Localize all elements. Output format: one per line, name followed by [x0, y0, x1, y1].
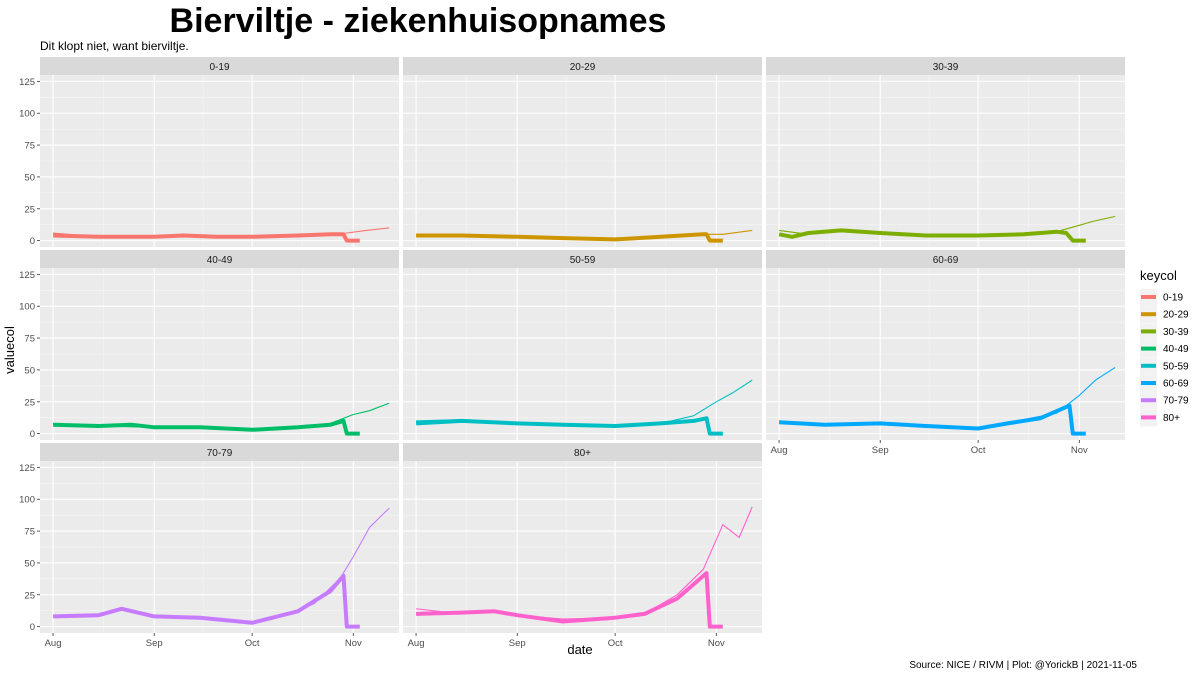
facet-strip	[766, 57, 1125, 75]
legend-label: 20-29	[1163, 310, 1189, 321]
facet-20-29: 20-29	[403, 57, 762, 247]
facet-strip-label: 50-59	[570, 255, 596, 266]
caption: Source: NICE / RIVM | Plot: @YorickB | 2…	[909, 660, 1137, 671]
facet-strip	[403, 443, 762, 461]
facet-40-49: 40-49 0 25 50 75 100 125	[19, 250, 399, 440]
y-tick-label: 100	[19, 109, 35, 120]
facet-strip-label: 30-39	[933, 62, 959, 73]
y-tick-label: 75	[24, 527, 35, 538]
x-tick-label: Aug	[408, 638, 425, 649]
x-tick-label: Nov	[345, 638, 362, 649]
series-line-smoothed	[416, 571, 723, 629]
y-tick-label: 25	[24, 397, 35, 408]
facet-strip-label: 40-49	[207, 255, 233, 266]
x-tick-label: Nov	[708, 638, 725, 649]
legend-title: keycol	[1140, 268, 1177, 283]
series-line-smoothed	[778, 403, 1086, 436]
y-tick-label: 50	[24, 172, 35, 183]
legend-item: 70-79	[1140, 392, 1189, 410]
y-tick-label: 25	[24, 204, 35, 215]
chart-title: Bierviltje - ziekenhuisopnames	[170, 2, 667, 40]
y-tick-label: 75	[24, 334, 35, 345]
facet-50-59: 50-59	[403, 250, 762, 440]
legend-label: 80+	[1163, 413, 1180, 424]
y-tick-label: 0	[30, 429, 35, 440]
legend: keycol 0-19 20-29 30-39 40-49 50-59 60-69 70-7…	[1140, 268, 1189, 427]
facet-strip-label: 60-69	[933, 255, 959, 266]
series-line-smoothed	[53, 573, 360, 629]
legend-label: 30-39	[1163, 327, 1189, 338]
y-tick-label: 125	[19, 77, 35, 88]
facet-strip	[40, 250, 399, 268]
facet-strip-label: 80+	[574, 448, 591, 459]
facet-strip-label: 70-79	[207, 448, 233, 459]
series-line-smoothed	[778, 228, 1086, 243]
facet-strip	[403, 250, 762, 268]
y-tick-label: 25	[24, 590, 35, 601]
y-tick-label: 100	[19, 302, 35, 313]
series-line-smoothed	[53, 232, 360, 243]
x-tick-label: Sep	[872, 445, 889, 456]
y-tick-label: 50	[24, 365, 35, 376]
chart-subtitle: Dit klopt niet, want bierviltje.	[40, 39, 189, 53]
series-line-smoothed	[415, 416, 723, 436]
x-tick-label: Aug	[771, 445, 788, 456]
x-tick-label: Oct	[245, 638, 260, 649]
x-tick-label: Nov	[1071, 445, 1088, 456]
x-tick-label: Sep	[509, 638, 526, 649]
y-tick-label: 75	[24, 141, 35, 152]
legend-label: 50-59	[1163, 361, 1189, 372]
y-tick-label: 0	[30, 622, 35, 633]
facet-60-69: 60-69 Aug Sep Oct Nov	[766, 250, 1125, 456]
facet-70-79: 70-79 0 25 50 75 100 125 Aug Sep Oct Nov	[19, 443, 399, 649]
facet-strip	[40, 57, 399, 75]
legend-item: 50-59	[1140, 357, 1189, 375]
y-tick-label: 125	[19, 463, 35, 474]
legend-item: 0-19	[1140, 289, 1183, 306]
facet-0-19: 0-19 0 25 50 75 100 125	[19, 57, 399, 247]
legend-label: 40-49	[1163, 344, 1189, 355]
facet-panels: 0-19 0 25 50 75 100 125 20-29 30-39 40-49 0 25 50 75 1…	[19, 57, 1125, 649]
x-tick-label: Oct	[971, 445, 986, 456]
facet-strip	[40, 443, 399, 461]
x-tick-label: Aug	[45, 638, 62, 649]
x-axis-label: date	[567, 642, 592, 657]
y-tick-label: 0	[30, 236, 35, 247]
legend-label: 60-69	[1163, 379, 1189, 390]
legend-item: 40-49	[1140, 340, 1189, 358]
facet-80+: 80+ Aug Sep Oct Nov	[403, 443, 762, 649]
y-tick-label: 100	[19, 495, 35, 506]
facet-strip-label: 0-19	[209, 62, 229, 73]
facet-strip	[403, 57, 762, 75]
y-tick-label: 50	[24, 558, 35, 569]
legend-item: 20-29	[1140, 306, 1189, 324]
facet-strip	[766, 250, 1125, 268]
series-line-smoothed	[53, 418, 360, 436]
legend-label: 0-19	[1163, 293, 1183, 304]
series-line-smoothed	[416, 232, 723, 243]
legend-item: 80+	[1140, 409, 1180, 427]
facet-30-39: 30-39	[766, 57, 1125, 247]
facet-strip-label: 20-29	[570, 62, 596, 73]
y-tick-label: 125	[19, 270, 35, 281]
x-tick-label: Sep	[146, 638, 163, 649]
y-axis-label: valuecol	[2, 326, 17, 374]
legend-item: 60-69	[1140, 375, 1189, 392]
legend-label: 70-79	[1163, 396, 1189, 407]
x-tick-label: Oct	[608, 638, 623, 649]
legend-item: 30-39	[1140, 323, 1189, 341]
